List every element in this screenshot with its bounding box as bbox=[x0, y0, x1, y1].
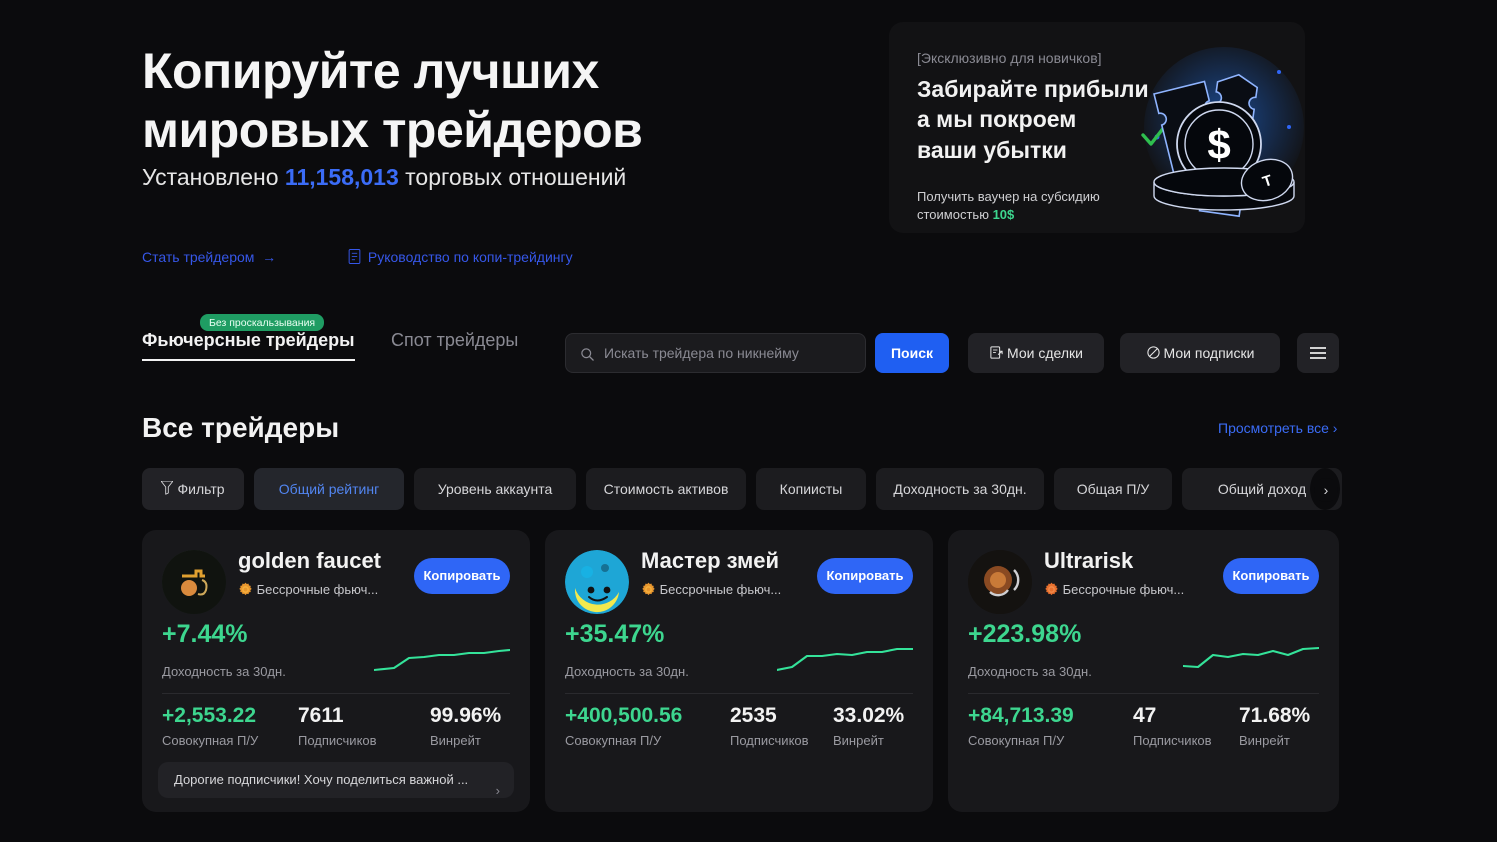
svg-text:$: $ bbox=[1207, 121, 1230, 168]
